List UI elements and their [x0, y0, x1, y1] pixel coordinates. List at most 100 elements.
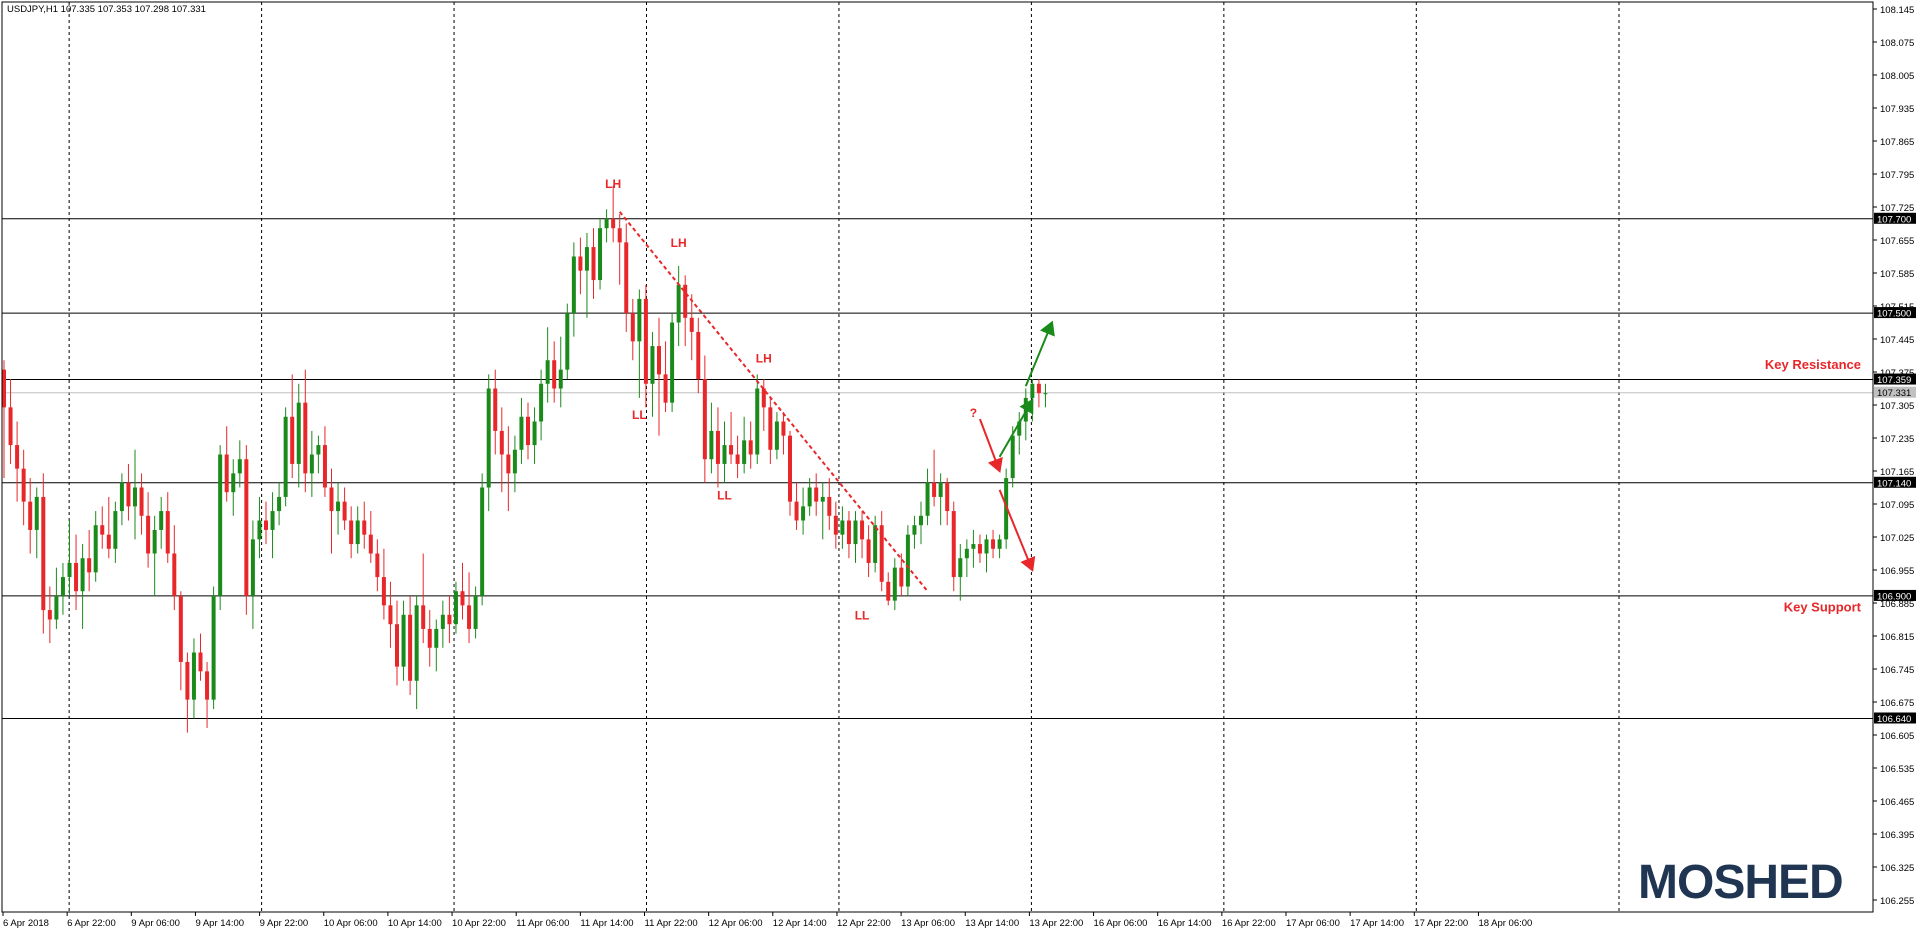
x-tick-label: 13 Apr 14:00: [965, 918, 1019, 929]
candle-body: [735, 454, 740, 464]
candle-body: [539, 383, 544, 422]
candle-body: [722, 445, 727, 464]
candle-body: [853, 520, 858, 545]
candle-body: [303, 402, 308, 474]
candle-body: [133, 487, 137, 507]
candle-body: [205, 671, 210, 700]
candle-body: [15, 445, 20, 469]
y-tick-label: 106.675: [1880, 698, 1914, 709]
candle-body: [1043, 393, 1048, 395]
x-tick-label: 9 Apr 06:00: [131, 918, 180, 929]
y-tick-label: 106.885: [1880, 599, 1914, 610]
candle-body: [715, 430, 720, 464]
candle-body: [54, 595, 59, 620]
candle-body: [421, 605, 426, 629]
candle-body: [860, 520, 865, 540]
candle-body: [172, 553, 177, 596]
x-tick-label: 9 Apr 14:00: [195, 918, 244, 929]
x-tick-label: 17 Apr 06:00: [1286, 918, 1340, 929]
candle-body: [21, 468, 26, 502]
candle-body: [558, 369, 563, 389]
candle-body: [519, 416, 524, 450]
candle-body: [846, 520, 851, 545]
candle-body: [545, 360, 550, 384]
candle-body: [467, 605, 472, 629]
candle-body: [801, 506, 806, 521]
level-badge: [1874, 476, 1916, 488]
candle-body: [571, 256, 576, 314]
y-tick-label: 106.745: [1880, 665, 1914, 676]
level-badge-label: 106.640: [1877, 714, 1911, 725]
candle-body: [414, 605, 419, 681]
candle-body: [349, 520, 354, 545]
candle-body: [486, 388, 491, 488]
candle-body: [755, 388, 760, 455]
candle-body: [729, 445, 734, 455]
x-tick-label: 9 Apr 22:00: [260, 918, 309, 929]
level-badge: [1874, 712, 1916, 724]
candle-body: [971, 544, 976, 549]
candle-body: [87, 558, 92, 573]
candle-body: [768, 407, 773, 450]
plot-frame: [1, 1, 1874, 913]
swing-annotation: LH: [605, 177, 621, 191]
y-tick-label: 107.235: [1880, 434, 1914, 445]
candle-body: [218, 454, 223, 596]
annotations: LH LH LL LH LL LL? Key Resistance Key Support: [605, 177, 1862, 622]
x-tick-label: 12 Apr 14:00: [773, 918, 827, 929]
candle-body: [905, 534, 910, 587]
level-badge-label: 107.140: [1877, 478, 1911, 489]
candle-body: [355, 520, 360, 545]
y-tick-label: 107.305: [1880, 401, 1914, 412]
candle-body: [932, 482, 937, 497]
x-tick-label: 13 Apr 06:00: [901, 918, 955, 929]
candle-body: [938, 482, 943, 497]
candle-body: [637, 298, 642, 342]
candle-body: [191, 652, 196, 700]
candle-body: [532, 421, 537, 446]
candle-body: [683, 284, 688, 318]
level-badge-label: 107.359: [1877, 375, 1911, 386]
scenario-arrows: [979, 320, 1055, 572]
candle-body: [283, 416, 288, 497]
candle-body: [899, 567, 904, 587]
candle-body: [774, 421, 779, 450]
y-tick-label: 106.255: [1880, 896, 1914, 907]
y-tick-label: 107.025: [1880, 533, 1914, 544]
key-level-label: Key Resistance: [1765, 357, 1861, 372]
swing-annotation: LL: [717, 488, 732, 502]
candle-body: [794, 501, 799, 521]
candle-body: [499, 430, 504, 455]
candle-body: [34, 496, 39, 530]
candle-body: [453, 591, 458, 625]
candle-body: [676, 284, 681, 323]
horizontal-levels: 107.700 107.500 107.359 107.331 107.140 106.9…: [2, 212, 1916, 725]
candle-body: [401, 614, 406, 667]
candle-body: [650, 346, 655, 384]
y-tick-label: 107.865: [1880, 137, 1914, 148]
candle-body: [604, 218, 609, 229]
candle-body: [381, 577, 386, 606]
candle-body: [951, 511, 956, 578]
level-badge: [1874, 373, 1916, 385]
candle-body: [807, 487, 812, 507]
candle-body: [873, 525, 878, 563]
candle-body: [997, 539, 1002, 549]
candle-body: [578, 256, 583, 271]
symbol-header: USDJPY,H1 107.335 107.353 107.298 107.33…: [7, 4, 206, 15]
x-tick-label: 17 Apr 22:00: [1414, 918, 1468, 929]
candle-body: [224, 454, 229, 493]
x-tick-label: 12 Apr 22:00: [837, 918, 891, 929]
candle-body: [1017, 421, 1022, 436]
candle-body: [67, 562, 72, 578]
candle-body: [624, 242, 629, 314]
candle-body: [977, 544, 982, 554]
candle-body: [277, 496, 282, 512]
candle-body: [139, 487, 144, 516]
key-level-label: Key Support: [1784, 600, 1862, 615]
candle-body: [840, 520, 845, 535]
candle-body: [1036, 383, 1041, 394]
y-tick-label: 107.795: [1880, 170, 1914, 181]
x-tick-label: 6 Apr 2018: [3, 918, 49, 929]
